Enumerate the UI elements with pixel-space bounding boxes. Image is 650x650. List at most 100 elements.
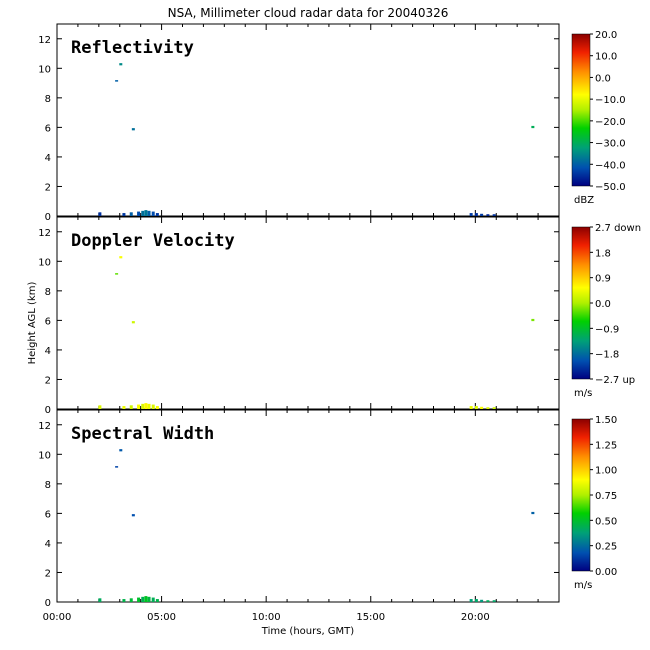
- colorbar-tick-label: −30.0: [595, 139, 626, 150]
- y-tick-label: 6: [45, 123, 51, 134]
- radar-echo: [531, 125, 535, 129]
- radar-echo: [137, 597, 141, 602]
- y-tick-label: 12: [38, 35, 51, 46]
- y-tick-label: 12: [38, 421, 51, 432]
- colorbar-unit: m/s: [574, 580, 592, 591]
- radar-echo: [137, 404, 141, 409]
- panel-title: Doppler Velocity: [71, 231, 235, 251]
- radar-echo: [119, 63, 123, 66]
- panels: 0 2 4 6 8 10 12 Reflectivity 20.0 10.0 0.0 −10.0 −20…: [38, 23, 641, 623]
- radar-echo: [115, 80, 119, 82]
- y-tick-label: 2: [45, 568, 51, 579]
- panel-1: 0 2 4 6 8 10 12 Reflectivity 20.0 10.0 0.0 −10.0 −20…: [38, 23, 626, 223]
- radar-echo: [141, 210, 145, 216]
- x-tick-label: 20:00: [461, 612, 490, 623]
- x-tick-label: 10:00: [252, 612, 281, 623]
- x-axis-label: Time (hours, GMT): [261, 626, 355, 637]
- colorbar: [571, 33, 591, 187]
- y-tick-label: 10: [38, 64, 51, 75]
- radar-echo: [469, 599, 473, 602]
- radar-echo: [141, 403, 145, 409]
- y-tick-label: 6: [45, 316, 51, 327]
- y-tick-label: 10: [38, 257, 51, 268]
- x-tick-label: 05:00: [147, 612, 176, 623]
- radar-echo: [129, 405, 133, 409]
- radar-echo: [155, 406, 159, 409]
- y-tick-label: 0: [45, 212, 51, 223]
- radar-echo: [144, 210, 148, 216]
- radar-echo: [119, 256, 123, 259]
- radar-echo: [155, 599, 159, 602]
- radar-echo: [474, 406, 478, 409]
- y-tick-label: 8: [45, 94, 51, 105]
- colorbar-unit: m/s: [574, 388, 592, 399]
- y-tick-label: 8: [45, 287, 51, 298]
- colorbar-tick-label: 0.9: [595, 274, 611, 285]
- radar-echo: [531, 318, 535, 322]
- radar-echo: [151, 211, 155, 216]
- radar-echo: [474, 213, 478, 216]
- y-tick-label: 12: [38, 228, 51, 239]
- radar-echo: [115, 273, 119, 275]
- radar-echo: [147, 403, 151, 409]
- radar-echo: [98, 212, 102, 216]
- colorbar: [571, 226, 591, 380]
- radar-echo: [131, 128, 135, 131]
- radar-echo: [115, 466, 119, 468]
- x-tick-label: 00:00: [43, 612, 72, 623]
- y-tick-label: 0: [45, 405, 51, 416]
- radar-echo: [144, 403, 148, 409]
- colorbar-tick-label: −20.0: [595, 117, 626, 128]
- colorbar-tick-label: −2.7 up: [595, 375, 635, 386]
- y-axis-label: Height AGL (km): [27, 282, 38, 365]
- radar-echo: [144, 596, 148, 602]
- radar-echo: [137, 211, 141, 216]
- radar-echo: [469, 406, 473, 409]
- colorbar-tick-label: 1.50: [595, 415, 617, 426]
- radar-echo: [486, 214, 490, 216]
- panel-title: Reflectivity: [71, 38, 194, 58]
- colorbar-tick-label: 0.00: [595, 567, 617, 578]
- y-tick-label: 6: [45, 509, 51, 520]
- radar-echo: [98, 405, 102, 409]
- radar-echo: [129, 598, 133, 602]
- y-tick-label: 4: [45, 153, 51, 164]
- radar-echo: [486, 600, 490, 602]
- x-tick-label: 15:00: [356, 612, 385, 623]
- colorbar-tick-label: 20.0: [595, 30, 617, 41]
- radar-echo: [531, 511, 535, 515]
- panel-2: 0 2 4 6 8 10 12 Doppler Velocity 2.7 down 1.8 0.9 0…: [38, 216, 641, 416]
- colorbar-tick-label: 1.00: [595, 466, 617, 477]
- colorbar-tick-label: 0.25: [595, 542, 617, 553]
- colorbar: [571, 418, 591, 572]
- radar-echo: [122, 406, 126, 409]
- colorbar-tick-label: 2.7 down: [595, 223, 641, 234]
- colorbar-tick-label: 1.25: [595, 440, 617, 451]
- y-tick-label: 2: [45, 375, 51, 386]
- colorbar-tick-label: 0.50: [595, 516, 617, 527]
- radar-echo: [492, 214, 496, 216]
- panel-title: Spectral Width: [71, 424, 214, 444]
- colorbar-tick-label: 0.75: [595, 491, 617, 502]
- colorbar-tick-label: −1.8: [595, 350, 619, 361]
- colorbar-tick-label: 1.8: [595, 248, 611, 259]
- radar-echo: [151, 404, 155, 409]
- radar-echo: [122, 213, 126, 216]
- radar-echo: [122, 599, 126, 602]
- figure-title: NSA, Millimeter cloud radar data for 200…: [168, 6, 449, 20]
- colorbar-tick-label: 0.0: [595, 73, 611, 84]
- radar-echo: [480, 406, 484, 409]
- radar-echo: [98, 598, 102, 602]
- radar-echo: [492, 407, 496, 409]
- colorbar-unit: dBZ: [574, 195, 594, 206]
- colorbar-tick-label: −10.0: [595, 95, 626, 106]
- colorbar-tick-label: 10.0: [595, 52, 617, 63]
- colorbar-tick-label: −40.0: [595, 160, 626, 171]
- radar-echo: [486, 407, 490, 409]
- radar-echo: [469, 213, 473, 216]
- radar-echo: [129, 212, 133, 216]
- colorbar-tick-label: −50.0: [595, 182, 626, 193]
- y-tick-label: 0: [45, 598, 51, 609]
- radar-echo: [480, 599, 484, 602]
